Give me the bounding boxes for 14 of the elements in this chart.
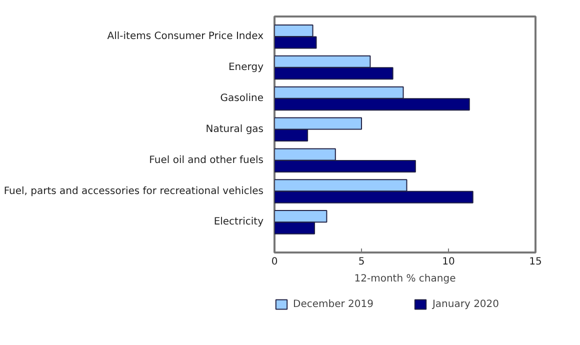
y-tick-label: Fuel oil and other fuels — [149, 154, 264, 166]
legend-label: December 2019 — [293, 298, 374, 310]
legend-label: January 2020 — [432, 298, 500, 310]
x-tick-label: 15 — [529, 256, 542, 268]
y-tick-label: Energy — [228, 62, 264, 74]
y-tick-label: Electricity — [214, 216, 264, 228]
y-tick-label: Gasoline — [220, 92, 264, 104]
x-tick-label: 0 — [271, 256, 278, 268]
x-tick-label: 10 — [442, 256, 455, 268]
x-tick-label: 5 — [358, 256, 365, 268]
y-tick-label: Fuel, parts and accessories for recreational vehicles — [4, 186, 264, 197]
x-axis-title: 12-month % change — [354, 274, 456, 284]
y-tick-label: All-items Consumer Price Index — [107, 31, 264, 42]
y-tick-label: Natural gas — [206, 124, 264, 135]
